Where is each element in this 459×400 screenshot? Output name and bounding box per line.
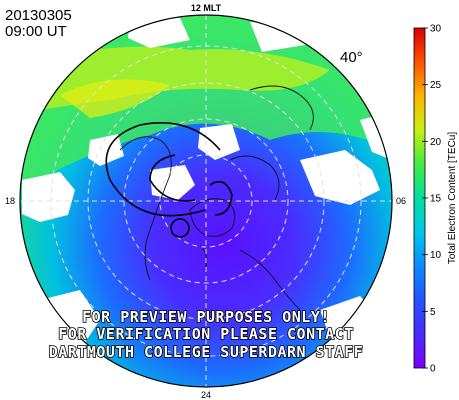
watermark-line-1: FOR PREVIEW PURPOSES ONLY! (82, 308, 330, 326)
colorbar-tick-label: 25 (430, 80, 442, 91)
watermark-line-3: DARTMOUTH COLLEGE SUPERDARN STAFF (49, 343, 364, 361)
latitude-grid (20, 15, 392, 387)
polar-map (20, 15, 392, 387)
mlt-label-bottom: 24 (201, 390, 211, 400)
colorbar-tick-label: 30 (430, 24, 442, 35)
colorbar-ticks: 0 5 10 15 20 25 30 (422, 24, 442, 375)
colorbar-tick-label: 0 (430, 364, 436, 375)
map-boundary (19, 14, 393, 388)
mlt-label-right: 06 (396, 196, 406, 206)
latitude-label: 40° (340, 49, 363, 66)
preview-watermark: FOR PREVIEW PURPOSES ONLY! FOR VERIFICAT… (48, 307, 364, 362)
watermark-line-2: FOR VERIFICATION PLEASE CONTACT (58, 325, 353, 343)
coastlines (119, 85, 314, 311)
convection-contours (105, 122, 233, 238)
colorbar: 0 5 10 15 20 25 30 Total Electron Content [TEC… (413, 24, 458, 375)
map-time: 09:00 UT (5, 23, 67, 40)
colorbar-tick-label: 5 (430, 307, 436, 318)
colorbar-tick-label: 10 (430, 250, 442, 261)
no-data-patches (22, 18, 392, 350)
colorbar-tick-label: 20 (430, 137, 442, 148)
colorbar-title: Total Electron Content [TECu] (447, 132, 458, 265)
colorbar-tick-label: 15 (430, 194, 442, 205)
mlt-label-top: 12 MLT (191, 3, 222, 13)
map-date: 20130305 (5, 7, 72, 24)
mlt-label-left: 18 (5, 196, 15, 206)
